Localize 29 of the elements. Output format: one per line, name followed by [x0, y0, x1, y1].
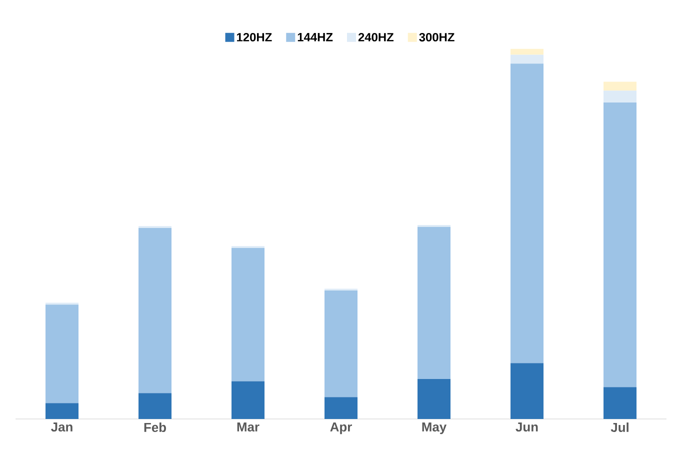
legend-label: 240HZ — [358, 32, 394, 42]
bar — [138, 393, 172, 419]
bar — [232, 248, 265, 382]
x-tick-label: Jan — [51, 422, 72, 432]
bar — [510, 363, 544, 419]
bar — [324, 290, 358, 398]
x-tick-label: Jul — [610, 422, 628, 432]
bar — [510, 54, 544, 64]
bar — [418, 379, 451, 419]
x-tick-label: May — [422, 422, 447, 434]
bar — [510, 48, 544, 55]
bar — [324, 397, 358, 419]
bar — [46, 403, 79, 419]
bar — [510, 64, 544, 364]
legend-label: 120HZ — [237, 32, 272, 42]
bar — [138, 228, 172, 394]
legend-label: 144HZ — [298, 33, 333, 42]
x-tick-label: Mar — [237, 422, 260, 432]
bar — [604, 82, 637, 91]
bar — [418, 226, 451, 380]
x-tick-label: Jun — [516, 422, 538, 432]
bar — [604, 90, 637, 103]
bar — [232, 381, 265, 419]
x-tick-label: Feb — [144, 422, 166, 432]
bar — [604, 102, 637, 388]
bar — [604, 387, 637, 419]
bar — [46, 304, 79, 404]
x-tick-label: Apr — [330, 422, 352, 434]
legend-label: 300HZ — [419, 32, 454, 42]
